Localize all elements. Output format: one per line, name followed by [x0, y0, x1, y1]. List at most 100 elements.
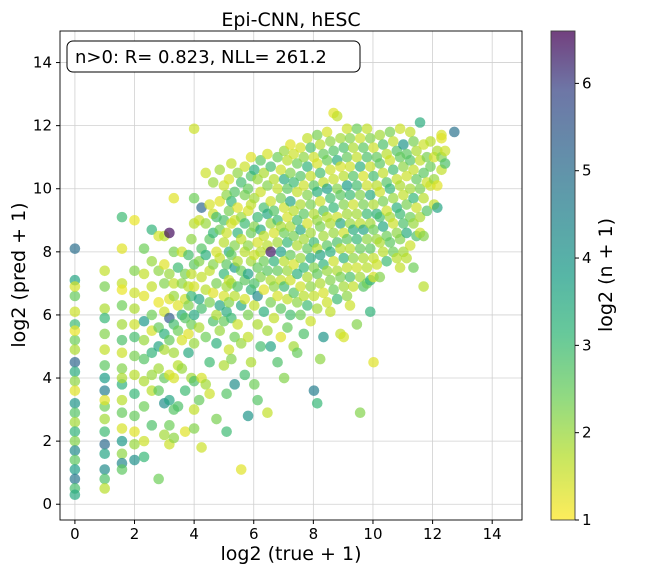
- data-point: [138, 401, 150, 412]
- data-point: [358, 199, 369, 210]
- data-point: [218, 237, 230, 248]
- data-point: [214, 300, 226, 311]
- data-point: [255, 271, 266, 283]
- data-point: [116, 319, 128, 330]
- data-point: [347, 252, 359, 264]
- y-axis-label: log2 (pred + 1): [8, 202, 30, 347]
- data-point: [69, 375, 81, 387]
- data-point: [291, 268, 303, 280]
- data-point: [146, 347, 158, 359]
- data-point: [204, 356, 215, 368]
- data-point: [384, 155, 396, 166]
- data-point: [183, 347, 194, 359]
- data-point: [308, 385, 320, 396]
- data-point: [344, 300, 356, 311]
- data-point: [391, 252, 403, 264]
- data-point: [168, 432, 180, 444]
- data-point: [344, 132, 356, 144]
- data-point: [153, 363, 164, 374]
- data-point: [153, 473, 164, 485]
- data-point: [298, 180, 310, 191]
- data-point: [204, 199, 215, 210]
- data-point: [398, 139, 409, 150]
- data-point: [265, 297, 277, 308]
- data-point: [99, 464, 111, 475]
- data-point: [242, 410, 254, 422]
- data-point: [295, 252, 306, 264]
- data-point: [258, 230, 270, 242]
- data-point: [314, 139, 326, 150]
- data-point: [268, 312, 280, 324]
- data-point: [249, 300, 260, 311]
- data-point: [116, 211, 128, 223]
- data-point: [361, 151, 373, 163]
- data-point: [425, 136, 436, 147]
- data-point: [188, 338, 200, 349]
- data-point: [200, 167, 212, 179]
- data-point: [401, 170, 412, 182]
- data-point: [249, 379, 260, 390]
- data-point: [384, 237, 396, 248]
- data-point: [364, 306, 376, 318]
- data-point: [398, 189, 409, 201]
- data-point: [188, 192, 200, 204]
- data-point: [368, 170, 379, 182]
- data-point: [223, 205, 235, 217]
- x-tick-label: 14: [483, 525, 502, 543]
- data-point: [200, 379, 212, 390]
- data-point: [272, 183, 283, 195]
- data-point: [168, 192, 180, 204]
- data-point: [69, 356, 81, 368]
- data-point: [168, 372, 180, 384]
- data-point: [408, 164, 419, 176]
- data-point: [129, 369, 140, 381]
- data-point: [221, 426, 232, 437]
- data-point: [338, 142, 350, 154]
- data-point: [69, 489, 81, 501]
- data-point: [295, 199, 306, 210]
- data-point: [69, 435, 81, 447]
- data-point: [188, 404, 200, 415]
- data-point: [387, 218, 399, 229]
- data-point: [314, 278, 326, 289]
- data-point: [305, 227, 316, 239]
- data-point: [272, 290, 283, 302]
- data-point: [129, 287, 140, 299]
- data-point: [325, 218, 336, 229]
- data-point: [335, 218, 346, 229]
- data-point: [249, 164, 260, 176]
- data-point: [232, 256, 243, 267]
- data-point: [302, 189, 313, 201]
- data-point: [394, 123, 406, 135]
- data-point: [305, 142, 316, 154]
- data-point: [325, 274, 336, 286]
- data-point: [421, 205, 433, 217]
- data-point: [129, 388, 140, 400]
- data-point: [347, 170, 359, 182]
- y-tick-label: 8: [42, 243, 52, 261]
- data-point: [394, 180, 406, 191]
- data-point: [168, 278, 180, 289]
- data-point: [99, 312, 111, 324]
- data-point: [69, 445, 81, 456]
- data-point: [146, 309, 158, 321]
- data-point: [255, 155, 266, 166]
- data-point: [239, 218, 251, 229]
- data-point: [285, 139, 296, 150]
- data-point: [285, 249, 296, 261]
- data-point: [146, 369, 158, 381]
- data-point: [146, 256, 158, 267]
- data-point: [262, 407, 273, 419]
- data-point: [295, 309, 306, 321]
- data-point: [116, 243, 128, 254]
- plot-frame: [59, 30, 523, 521]
- colorbar-tick-label: 4: [582, 249, 592, 267]
- data-point: [211, 338, 222, 349]
- x-tick-label: 4: [189, 525, 199, 543]
- data-point: [331, 110, 343, 122]
- data-point: [449, 126, 460, 138]
- data-point: [302, 300, 313, 311]
- data-point: [354, 189, 366, 201]
- data-point: [99, 483, 111, 494]
- data-point: [226, 158, 237, 169]
